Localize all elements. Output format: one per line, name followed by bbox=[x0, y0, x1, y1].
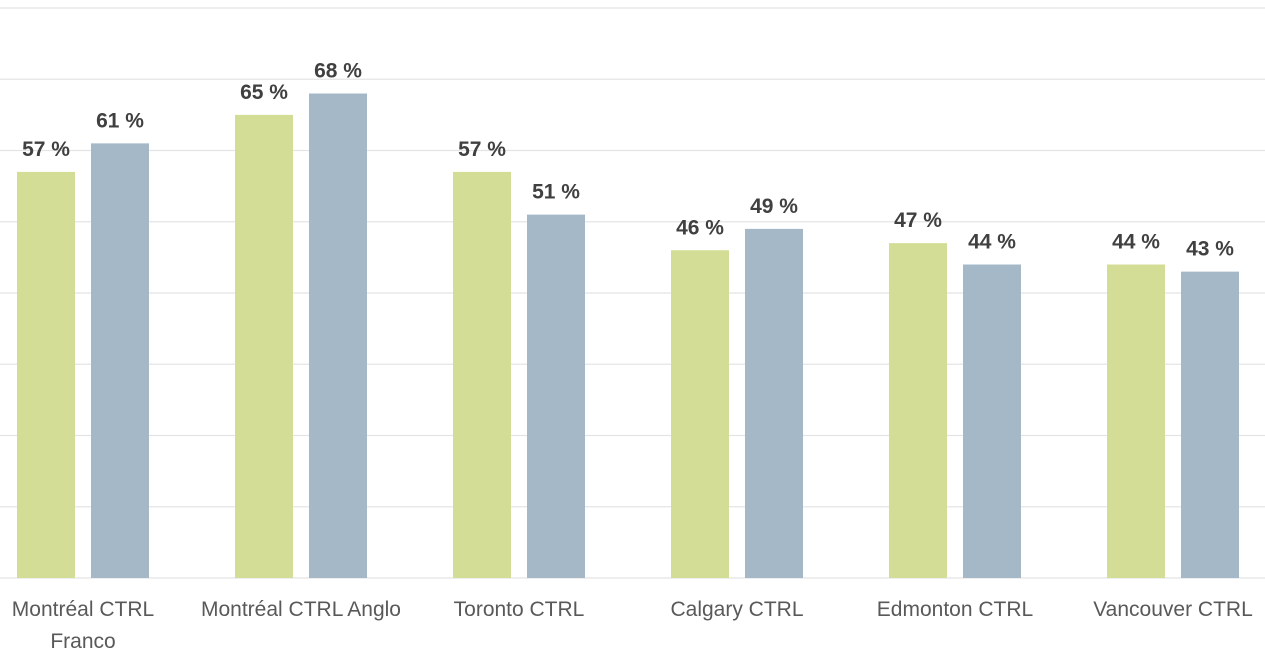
value-label: 43 % bbox=[1186, 238, 1234, 261]
bar bbox=[17, 171, 75, 578]
bar bbox=[671, 250, 729, 578]
bar bbox=[235, 114, 293, 578]
x-tick-label: Edmonton CTRL bbox=[876, 598, 1034, 621]
x-tick-label: Toronto CTRL bbox=[453, 598, 585, 621]
value-label: 57 % bbox=[458, 138, 506, 161]
x-tick-label: Montréal CTRL Anglo bbox=[201, 598, 401, 621]
bar bbox=[963, 264, 1021, 578]
bar bbox=[453, 171, 511, 578]
bar bbox=[527, 214, 585, 578]
value-label: 44 % bbox=[968, 231, 1016, 254]
value-label: 47 % bbox=[894, 209, 942, 232]
value-label: 57 % bbox=[22, 138, 70, 161]
bar bbox=[91, 143, 149, 578]
value-label: 51 % bbox=[532, 181, 580, 204]
x-tick-label: Montréal CTRL Franco bbox=[11, 598, 155, 653]
bar bbox=[889, 243, 947, 578]
value-label: 46 % bbox=[676, 216, 724, 239]
bar bbox=[745, 228, 803, 578]
value-label: 49 % bbox=[750, 195, 798, 218]
value-label: 68 % bbox=[314, 60, 362, 83]
bar bbox=[1107, 264, 1165, 578]
bar bbox=[309, 93, 367, 578]
x-tick-label: Calgary CTRL bbox=[670, 598, 804, 621]
value-label: 61 % bbox=[96, 109, 144, 132]
bar bbox=[1181, 271, 1239, 578]
x-tick-label: Vancouver CTRL bbox=[1093, 598, 1253, 621]
value-label: 65 % bbox=[240, 81, 288, 104]
value-label: 44 % bbox=[1112, 231, 1160, 254]
